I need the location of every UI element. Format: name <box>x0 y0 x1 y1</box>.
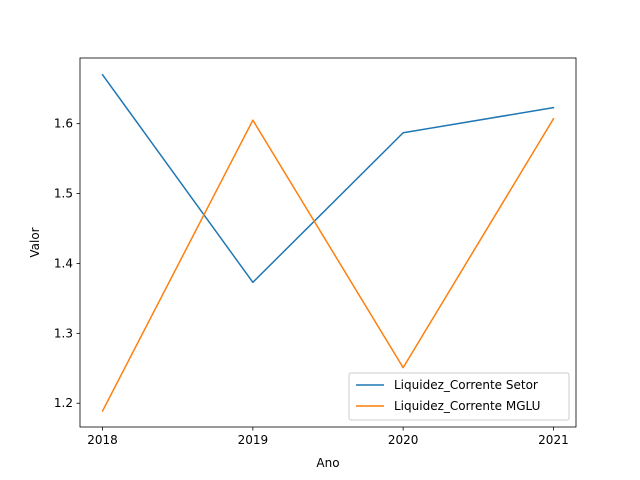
y-tick-label: 1.3 <box>54 326 73 340</box>
y-tick-label: 1.6 <box>54 117 73 131</box>
x-tick-label: 2019 <box>238 433 269 447</box>
y-axis-label: Valor <box>28 227 42 257</box>
legend-label-mglu: Liquidez_Corrente MGLU <box>394 399 540 413</box>
y-tick-label: 1.5 <box>54 187 73 201</box>
x-tick-label: 2020 <box>388 433 419 447</box>
legend: Liquidez_Corrente Setor Liquidez_Corrent… <box>348 372 570 421</box>
x-tick-label: 2018 <box>87 433 118 447</box>
x-axis-label: Ano <box>316 456 339 470</box>
series-layer <box>101 73 555 412</box>
y-axis-ticks: 1.2 1.3 1.4 1.5 1.6 <box>54 117 80 410</box>
series-line-setor <box>101 73 555 284</box>
series-line-mglu <box>101 117 555 412</box>
x-tick-label: 2021 <box>538 433 569 447</box>
legend-label-setor: Liquidez_Corrente Setor <box>394 378 538 392</box>
y-tick-label: 1.4 <box>54 256 73 270</box>
legend-box <box>348 372 570 421</box>
y-tick-label: 1.2 <box>54 396 73 410</box>
plot-frame <box>79 57 577 428</box>
x-axis-ticks: 2018 2019 2020 2021 <box>87 427 569 447</box>
